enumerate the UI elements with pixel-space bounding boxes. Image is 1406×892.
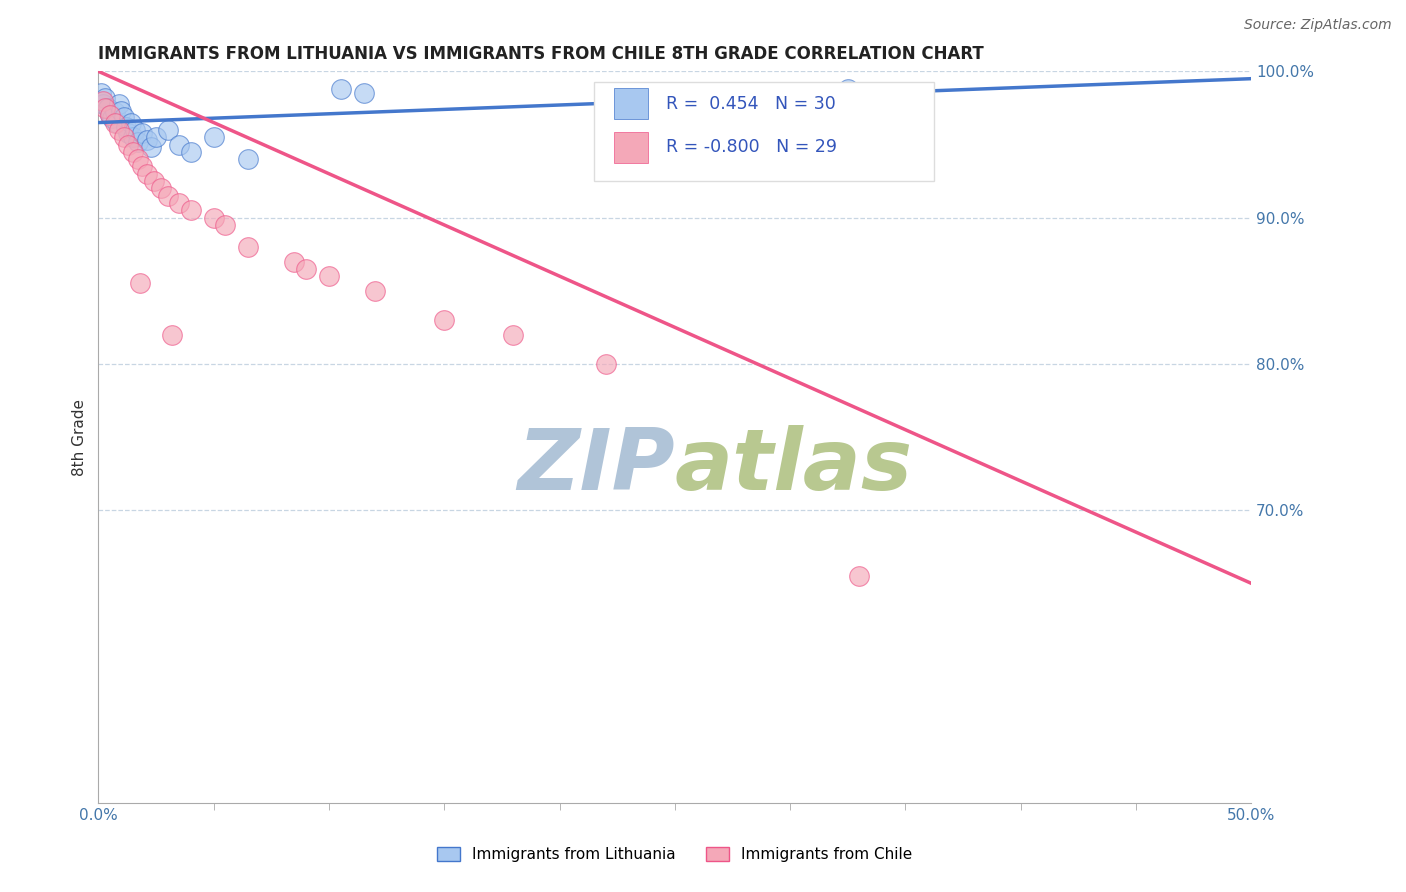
Point: [127, 135, 149, 149]
Point: [108, 96, 131, 111]
Point: [433, 313, 456, 327]
Legend: Immigrants from Lithuania, Immigrants from Chile: Immigrants from Lithuania, Immigrants fr…: [430, 841, 920, 868]
Point: [103, 115, 125, 129]
Point: [117, 137, 139, 152]
Point: [145, 130, 167, 145]
Point: [122, 145, 145, 159]
Text: R =  0.454   N = 30: R = 0.454 N = 30: [665, 95, 835, 112]
Point: [98, 108, 121, 122]
Point: [141, 140, 163, 154]
Point: [149, 181, 172, 195]
Point: [94, 91, 117, 105]
Point: [202, 130, 225, 145]
Point: [353, 87, 375, 101]
Point: [129, 277, 152, 291]
Point: [120, 115, 142, 129]
Point: [502, 327, 524, 342]
Text: IMMIGRANTS FROM LITHUANIA VS IMMIGRANTS FROM CHILE 8TH GRADE CORRELATION CHART: IMMIGRANTS FROM LITHUANIA VS IMMIGRANTS …: [98, 45, 984, 62]
Point: [364, 284, 387, 298]
Point: [103, 105, 125, 120]
Point: [135, 167, 157, 181]
FancyBboxPatch shape: [614, 132, 648, 162]
Point: [135, 133, 157, 147]
FancyBboxPatch shape: [614, 88, 648, 119]
Point: [142, 174, 165, 188]
Y-axis label: 8th Grade: 8th Grade: [72, 399, 87, 475]
Point: [238, 152, 260, 166]
Point: [167, 137, 190, 152]
Point: [91, 96, 114, 111]
Point: [127, 152, 149, 166]
Text: Source: ZipAtlas.com: Source: ZipAtlas.com: [1244, 18, 1392, 32]
Point: [329, 82, 352, 96]
Point: [733, 87, 755, 101]
Point: [595, 357, 617, 371]
Point: [108, 123, 131, 137]
Point: [160, 327, 183, 342]
Point: [180, 203, 202, 218]
Point: [131, 160, 153, 174]
Point: [110, 103, 132, 118]
Point: [295, 261, 318, 276]
Point: [115, 120, 138, 134]
Point: [91, 94, 114, 108]
Point: [131, 126, 153, 140]
Point: [837, 82, 859, 96]
Point: [97, 101, 120, 115]
Point: [117, 126, 139, 140]
Point: [167, 196, 190, 211]
Point: [101, 111, 124, 125]
Point: [202, 211, 225, 225]
Point: [105, 115, 128, 129]
Point: [94, 101, 117, 115]
Point: [283, 254, 305, 268]
Point: [214, 218, 236, 232]
Point: [112, 130, 135, 145]
Point: [180, 145, 202, 159]
Text: R = -0.800   N = 29: R = -0.800 N = 29: [665, 138, 837, 156]
Point: [90, 87, 112, 101]
FancyBboxPatch shape: [595, 82, 934, 181]
Point: [848, 569, 870, 583]
Point: [124, 123, 146, 137]
Point: [156, 123, 179, 137]
Point: [112, 110, 135, 124]
Point: [122, 130, 145, 145]
Point: [318, 269, 340, 284]
Point: [238, 240, 260, 254]
Point: [156, 188, 179, 202]
Text: ZIP: ZIP: [517, 425, 675, 508]
Point: [98, 108, 121, 122]
Text: atlas: atlas: [675, 425, 912, 508]
